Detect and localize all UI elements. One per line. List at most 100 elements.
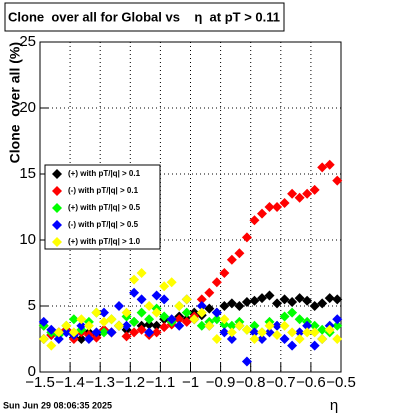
data-point <box>121 307 132 318</box>
legend-label: (-) with pT/|q| > 0.5 <box>68 220 139 229</box>
data-point <box>181 307 192 318</box>
data-point <box>294 293 305 304</box>
data-point <box>144 301 155 311</box>
legend-label: (+) with pT/|q| > 0.5 <box>68 203 141 212</box>
legend-label: (-) with pT/|q| > 0.1 <box>68 186 139 195</box>
data-point <box>91 327 102 338</box>
x-tick-label: −1 <box>182 374 199 391</box>
data-point <box>256 293 267 304</box>
data-point <box>256 334 267 344</box>
x-tick-label: −0.6 <box>296 374 326 391</box>
x-tick-label: −1.5 <box>25 374 55 391</box>
data-point <box>287 340 298 351</box>
data-point <box>287 297 298 308</box>
legend-marker <box>52 169 62 179</box>
data-point <box>151 290 162 301</box>
x-tick-label: −0.5 <box>326 374 356 391</box>
data-point <box>249 215 260 226</box>
data-point <box>309 327 320 338</box>
data-point <box>114 301 125 311</box>
x-tick-label: −1.4 <box>55 374 85 391</box>
data-point <box>144 319 155 330</box>
data-point <box>196 294 207 305</box>
data-point <box>114 320 125 331</box>
data-point <box>272 320 283 331</box>
data-point <box>151 307 162 318</box>
data-point <box>159 322 170 333</box>
data-point <box>332 320 343 331</box>
legend: (+) with pT/|q| > 0.1 (-) with pT/|q| > 0… <box>44 164 161 250</box>
data-point <box>68 314 79 325</box>
y-tick-label: 0 <box>28 363 36 380</box>
data-point <box>294 327 305 338</box>
data-point <box>204 320 215 331</box>
data-point <box>121 331 132 342</box>
data-point <box>226 320 237 331</box>
data-point <box>226 334 237 344</box>
data-point <box>76 320 87 331</box>
data-point <box>196 320 207 331</box>
data-point <box>279 198 290 209</box>
data-point <box>38 334 49 344</box>
data-point <box>302 295 313 306</box>
data-point <box>309 184 320 195</box>
data-point <box>211 277 222 288</box>
x-tick-label: −1.1 <box>146 374 176 391</box>
data-point <box>174 301 185 311</box>
data-point <box>332 314 343 325</box>
data-point <box>76 314 87 325</box>
data-point <box>211 334 222 344</box>
x-tick-label: −0.8 <box>236 374 266 391</box>
data-point <box>151 320 162 331</box>
data-point <box>136 307 147 318</box>
data-point <box>249 334 260 344</box>
data-point <box>196 301 207 311</box>
data-point <box>332 294 343 305</box>
data-point <box>272 330 283 341</box>
data-point <box>264 320 275 331</box>
data-point <box>241 356 252 367</box>
legend-marker <box>52 237 62 247</box>
data-point <box>136 324 147 335</box>
y-tick-label: 15 <box>19 165 36 182</box>
x-tick-label: −0.9 <box>206 374 236 391</box>
data-point <box>174 314 185 325</box>
legend-marker <box>52 220 62 230</box>
data-point <box>129 316 140 327</box>
data-point <box>294 334 305 344</box>
data-point <box>279 320 290 331</box>
data-point <box>219 327 230 338</box>
legend-marker <box>52 186 62 196</box>
data-point <box>211 314 222 325</box>
data-point <box>98 327 109 338</box>
data-point <box>302 320 313 331</box>
data-point <box>53 327 64 338</box>
data-point <box>332 175 343 186</box>
data-point <box>294 192 305 203</box>
legend-box <box>44 164 161 250</box>
data-point <box>226 298 237 309</box>
data-point <box>324 293 335 304</box>
data-point <box>61 320 72 331</box>
data-point <box>234 248 245 259</box>
x-tick-label: −1.2 <box>115 374 145 391</box>
data-point <box>279 294 290 305</box>
data-point <box>189 314 200 325</box>
data-point <box>166 277 177 288</box>
data-point <box>159 311 170 322</box>
data-point <box>106 327 117 338</box>
data-point <box>98 307 109 318</box>
data-point <box>241 232 252 243</box>
data-point <box>226 327 237 338</box>
data-point <box>317 324 328 335</box>
data-point <box>226 254 237 265</box>
data-point <box>294 314 305 325</box>
data-point <box>234 320 245 331</box>
y-tick-label: 5 <box>28 297 36 314</box>
data-point <box>159 294 170 305</box>
data-point <box>46 324 57 335</box>
data-point <box>287 188 298 199</box>
data-point <box>287 307 298 318</box>
x-tick-label: −0.7 <box>266 374 296 391</box>
